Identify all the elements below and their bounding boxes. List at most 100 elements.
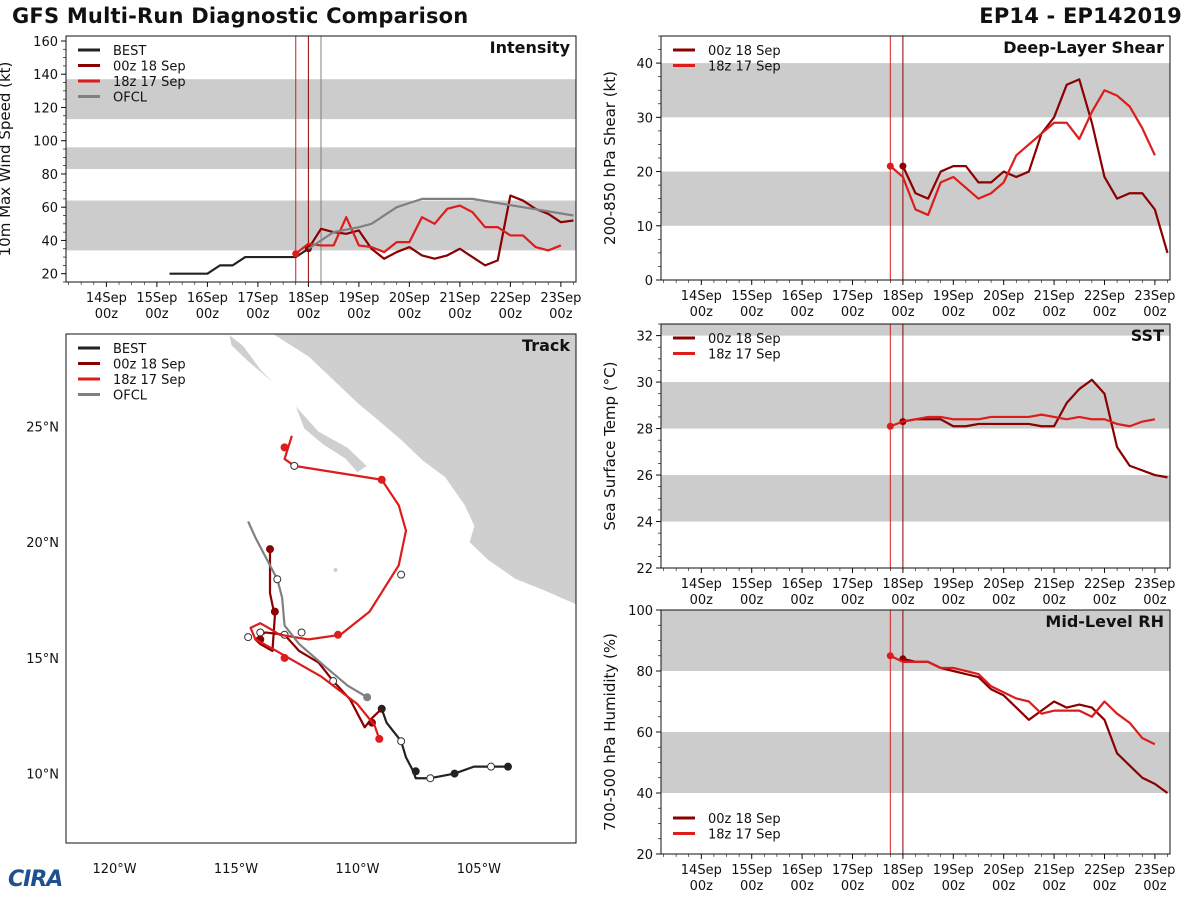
- intensity-x-tick-hour: 00z: [398, 307, 422, 322]
- rh-x-tick-date: 23Sep: [1134, 863, 1175, 878]
- track-marker-best: [504, 762, 512, 771]
- intensity-x-tick-date: 17Sep: [237, 291, 278, 306]
- shear-panel: 200-850 hPa Shear (kt): [601, 35, 1171, 285]
- shear-y-tick-label: 0: [645, 274, 653, 289]
- track-marker-run18z: [280, 653, 289, 662]
- intensity-x-tick-date: 16Sep: [187, 291, 228, 306]
- rh-x-tick-hour: 00z: [841, 879, 865, 894]
- intensity-x-tick-hour: 00z: [196, 307, 220, 322]
- track-marker-best: [411, 767, 420, 776]
- track-marker-run18z: [397, 570, 406, 579]
- sst-x-tick-hour: 00z: [1093, 593, 1117, 608]
- shear-legend-label: 00z 18 Sep: [708, 44, 781, 59]
- rh-y-tick-label: 40: [636, 787, 653, 802]
- sst-y-tick-label: 22: [636, 562, 653, 577]
- rh-x-tick-date: 18Sep: [882, 863, 923, 878]
- shear-shade-band: [661, 63, 1170, 118]
- rh-x-tick-hour: 00z: [992, 879, 1016, 894]
- track-marker-best: [426, 774, 435, 783]
- shear-y-tick-label: 10: [636, 220, 653, 235]
- rh-y-tick-label: 80: [636, 665, 653, 680]
- intensity-x-tick-date: 15Sep: [136, 291, 177, 306]
- sst-line-run18z: [889, 413, 1156, 428]
- shear-x-tick-date: 17Sep: [832, 289, 873, 304]
- intensity-x-tick-hour: 00z: [549, 307, 573, 322]
- intensity-x-tick-date: 23Sep: [540, 291, 581, 306]
- rh-x-tick-hour: 00z: [790, 879, 814, 894]
- track-x-tick-label: 120°W: [92, 862, 136, 877]
- rh-y-tick-label: 100: [628, 604, 653, 619]
- sst-legend-label: 00z 18 Sep: [708, 332, 781, 347]
- sst-x-tick-hour: 00z: [841, 593, 865, 608]
- intensity-y-tick-label: 160: [33, 35, 58, 50]
- track-legend-label: OFCL: [113, 389, 148, 404]
- shear-line-run18z: [889, 89, 1156, 217]
- track-x-tick-label: 115°W: [214, 862, 258, 877]
- track-marker-run18z: [334, 630, 342, 639]
- sst-x-tick-date: 16Sep: [782, 577, 823, 592]
- intensity-legend-label: BEST: [113, 44, 146, 59]
- track-y-tick-label: 10°N: [26, 768, 59, 783]
- intensity-line-ofcl: [307, 197, 574, 250]
- sst-panel-title: SST: [1131, 326, 1164, 345]
- shear-x-tick-date: 18Sep: [882, 289, 923, 304]
- rh-panel: 700-500 hPa Humidity (%): [601, 609, 1171, 859]
- intensity-y-axis-label: 10m Max Wind Speed (kt): [0, 62, 14, 257]
- page-title: GFS Multi-Run Diagnostic Comparison: [12, 4, 469, 28]
- sst-y-tick-label: 28: [636, 423, 653, 438]
- sst-line-run00z: [902, 378, 1168, 479]
- track-line-best: [380, 708, 508, 780]
- rh-frame: [660, 609, 1171, 855]
- rh-legend-label: 18z 17 Sep: [708, 828, 781, 843]
- sst-y-tick-label: 30: [636, 376, 653, 391]
- intensity-y-tick-label: 140: [33, 68, 58, 83]
- sst-x-tick-date: 19Sep: [933, 577, 974, 592]
- track-marker-best: [487, 762, 495, 771]
- intensity-panel: 10m Max Wind Speed (kt): [0, 35, 577, 287]
- sst-x-tick-hour: 00z: [740, 593, 764, 608]
- shear-start-point-run00z: [899, 162, 907, 170]
- sst-x-tick-date: 21Sep: [1034, 577, 1075, 592]
- rh-x-tick-date: 20Sep: [983, 863, 1024, 878]
- shear-x-tick-hour: 00z: [1042, 305, 1066, 320]
- sst-x-tick-hour: 00z: [790, 593, 814, 608]
- intensity-x-tick-hour: 00z: [347, 307, 371, 322]
- track-marker-ofcl: [273, 575, 282, 584]
- intensity-x-tick-hour: 00z: [499, 307, 523, 322]
- sst-start-point-run18z: [886, 422, 894, 430]
- sst-legend-label: 18z 17 Sep: [708, 348, 781, 363]
- intensity-x-tick-date: 21Sep: [439, 291, 480, 306]
- shear-frame: [660, 35, 1171, 281]
- track-marker-run18z: [290, 461, 299, 470]
- rh-shade-band: [661, 732, 1170, 793]
- rh-line-run00z: [902, 657, 1169, 794]
- rh-x-tick-date: 21Sep: [1034, 863, 1075, 878]
- track-legend-label: BEST: [113, 342, 146, 357]
- shear-x-tick-hour: 00z: [891, 305, 915, 320]
- shear-y-tick-label: 20: [636, 166, 653, 181]
- shear-plot-area: [661, 36, 1170, 280]
- intensity-legend-label: OFCL: [113, 91, 148, 106]
- track-line-run18z: [249, 435, 408, 740]
- shear-x-tick-date: 16Sep: [782, 289, 823, 304]
- track-marker-run18z: [297, 628, 306, 637]
- shear-x-tick-date: 15Sep: [731, 289, 772, 304]
- shear-shade-band: [661, 171, 1170, 226]
- shear-x-tick-date: 22Sep: [1084, 289, 1125, 304]
- shear-x-tick-hour: 00z: [790, 305, 814, 320]
- track-x-tick-label: 110°W: [335, 862, 379, 877]
- sst-x-tick-date: 18Sep: [882, 577, 923, 592]
- land-mass-2: [271, 334, 576, 606]
- shear-x-tick-date: 19Sep: [933, 289, 974, 304]
- track-marker-run00z: [266, 545, 274, 554]
- intensity-x-tick-date: 14Sep: [86, 291, 127, 306]
- intensity-x-tick-hour: 00z: [95, 307, 119, 322]
- shear-start-point-run18z: [886, 162, 894, 170]
- track-marker-ofcl: [363, 693, 372, 702]
- track-panel-title: Track: [522, 336, 570, 355]
- sst-y-tick-label: 32: [636, 330, 653, 345]
- sst-x-tick-hour: 00z: [690, 593, 714, 608]
- intensity-x-tick-hour: 00z: [297, 307, 321, 322]
- track-y-tick-label: 25°N: [26, 421, 59, 436]
